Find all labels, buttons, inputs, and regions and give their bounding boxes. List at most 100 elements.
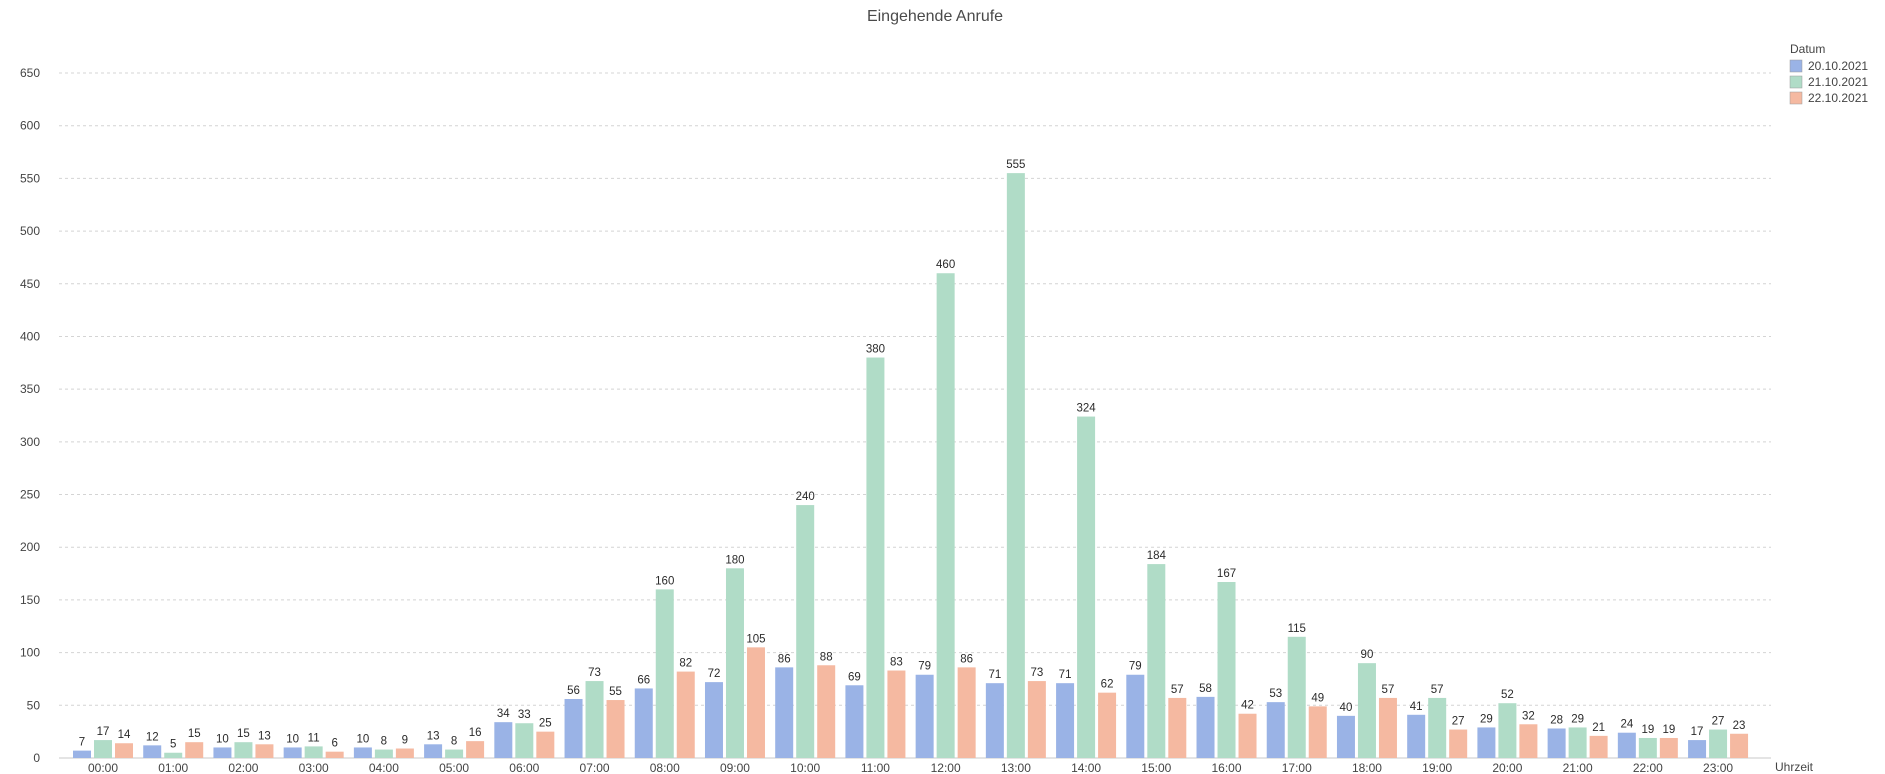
x-tick-label: 20:00	[1492, 761, 1522, 774]
bar	[536, 731, 555, 758]
bar-value-label: 8	[451, 736, 457, 748]
y-tick-label: 50	[27, 698, 41, 712]
y-tick-label: 450	[20, 277, 40, 291]
bar	[466, 741, 485, 758]
bar-value-label: 56	[567, 685, 580, 697]
bar	[1027, 681, 1046, 758]
bar	[185, 742, 204, 758]
bar-value-label: 29	[1571, 713, 1584, 725]
x-tick-label: 08:00	[650, 761, 680, 774]
x-tick-label: 23:00	[1703, 761, 1733, 774]
bar-value-label: 25	[539, 718, 552, 730]
bar	[424, 744, 443, 758]
x-tick-label: 19:00	[1422, 761, 1452, 774]
bar	[1308, 706, 1327, 758]
bar-value-label: 71	[1059, 669, 1072, 681]
bar-value-label: 21	[1592, 722, 1605, 734]
bar-value-label: 12	[146, 731, 159, 743]
bar-value-label: 17	[97, 726, 110, 738]
x-tick-label: 13:00	[1001, 761, 1031, 774]
bar-value-label: 167	[1217, 568, 1236, 580]
bar	[1449, 729, 1468, 758]
bar-value-label: 13	[427, 730, 440, 742]
x-tick-label: 03:00	[299, 761, 329, 774]
bar	[1638, 737, 1657, 758]
bar	[255, 744, 274, 758]
bar-value-label: 29	[1480, 713, 1493, 725]
bar	[94, 740, 112, 758]
x-tick-label: 05:00	[439, 761, 469, 774]
x-tick-label: 14:00	[1071, 761, 1101, 774]
bar-value-label: 34	[497, 708, 510, 720]
bar	[985, 683, 1004, 758]
bar	[1196, 696, 1215, 758]
bar-value-label: 49	[1311, 692, 1324, 704]
bar-value-label: 90	[1361, 649, 1374, 661]
bar-value-label: 73	[1030, 667, 1043, 679]
bar-value-label: 460	[936, 259, 955, 271]
y-tick-label: 150	[20, 593, 40, 607]
bar	[655, 589, 674, 758]
y-tick-label: 600	[20, 119, 40, 133]
bar-value-label: 58	[1199, 683, 1212, 695]
legend-swatch	[1789, 59, 1803, 73]
y-tick-label: 500	[20, 224, 40, 238]
bar	[1077, 416, 1096, 758]
bar	[564, 698, 583, 758]
x-tick-label: 09:00	[720, 761, 750, 774]
bar	[115, 743, 133, 758]
bar	[887, 670, 906, 758]
x-tick-label: 18:00	[1352, 761, 1382, 774]
x-tick-label: 00:00	[88, 761, 118, 774]
bar	[1568, 727, 1587, 758]
y-tick-label: 550	[20, 171, 40, 185]
x-tick-label: 06:00	[509, 761, 539, 774]
y-tick-label: 200	[20, 540, 40, 554]
bar-value-label: 86	[778, 653, 791, 665]
bar-value-label: 180	[725, 554, 744, 566]
bar-value-label: 240	[796, 491, 815, 503]
y-tick-label: 650	[20, 66, 40, 80]
bar	[1287, 636, 1306, 758]
bar	[585, 681, 604, 758]
bar	[775, 667, 794, 758]
y-tick-label: 0	[33, 751, 40, 765]
bar-value-label: 115	[1288, 623, 1306, 635]
bar-value-label: 66	[637, 674, 650, 686]
bar-value-label: 72	[708, 668, 721, 680]
bar	[1730, 733, 1749, 758]
bar	[957, 667, 976, 758]
bar-value-label: 8	[381, 736, 387, 748]
bar-value-label: 79	[918, 661, 931, 673]
bar-value-label: 32	[1522, 710, 1535, 722]
x-tick-label: 15:00	[1141, 761, 1171, 774]
bar	[395, 748, 414, 758]
legend-entry-label: 21.10.2021	[1808, 75, 1868, 89]
bar-value-label: 23	[1733, 720, 1746, 732]
bar	[1357, 663, 1376, 758]
bar	[1498, 703, 1517, 758]
bar	[234, 742, 253, 758]
bar	[1266, 702, 1285, 758]
bar-value-label: 79	[1129, 661, 1142, 673]
bar-value-label: 184	[1147, 550, 1167, 562]
x-tick-label: 04:00	[369, 761, 399, 774]
bar	[1238, 713, 1257, 758]
bar-value-label: 7	[79, 737, 85, 749]
bar	[1519, 724, 1538, 758]
bar	[1126, 674, 1145, 758]
bar-value-label: 52	[1501, 689, 1514, 701]
bar	[445, 749, 464, 758]
bar-value-label: 57	[1171, 684, 1184, 696]
y-tick-label: 300	[20, 435, 40, 449]
bar-value-label: 40	[1340, 702, 1353, 714]
bar-value-label: 17	[1691, 726, 1704, 738]
bar	[676, 671, 695, 758]
bar	[1659, 737, 1678, 758]
bar	[515, 723, 534, 758]
legend: Datum 20.10.2021 21.10.2021 22.10.2021	[1789, 42, 1868, 105]
x-axis-label: Uhrzeit	[1775, 760, 1814, 774]
